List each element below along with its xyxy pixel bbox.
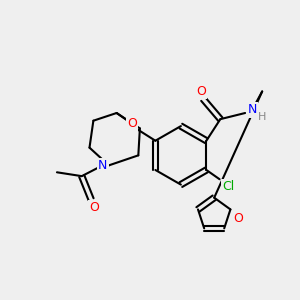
- Text: Cl: Cl: [223, 180, 235, 194]
- Text: H: H: [258, 112, 266, 122]
- Text: O: O: [89, 201, 99, 214]
- Text: O: O: [127, 117, 137, 130]
- Text: N: N: [248, 103, 257, 116]
- Text: O: O: [233, 212, 243, 225]
- Text: O: O: [196, 85, 206, 98]
- Text: N: N: [98, 159, 107, 172]
